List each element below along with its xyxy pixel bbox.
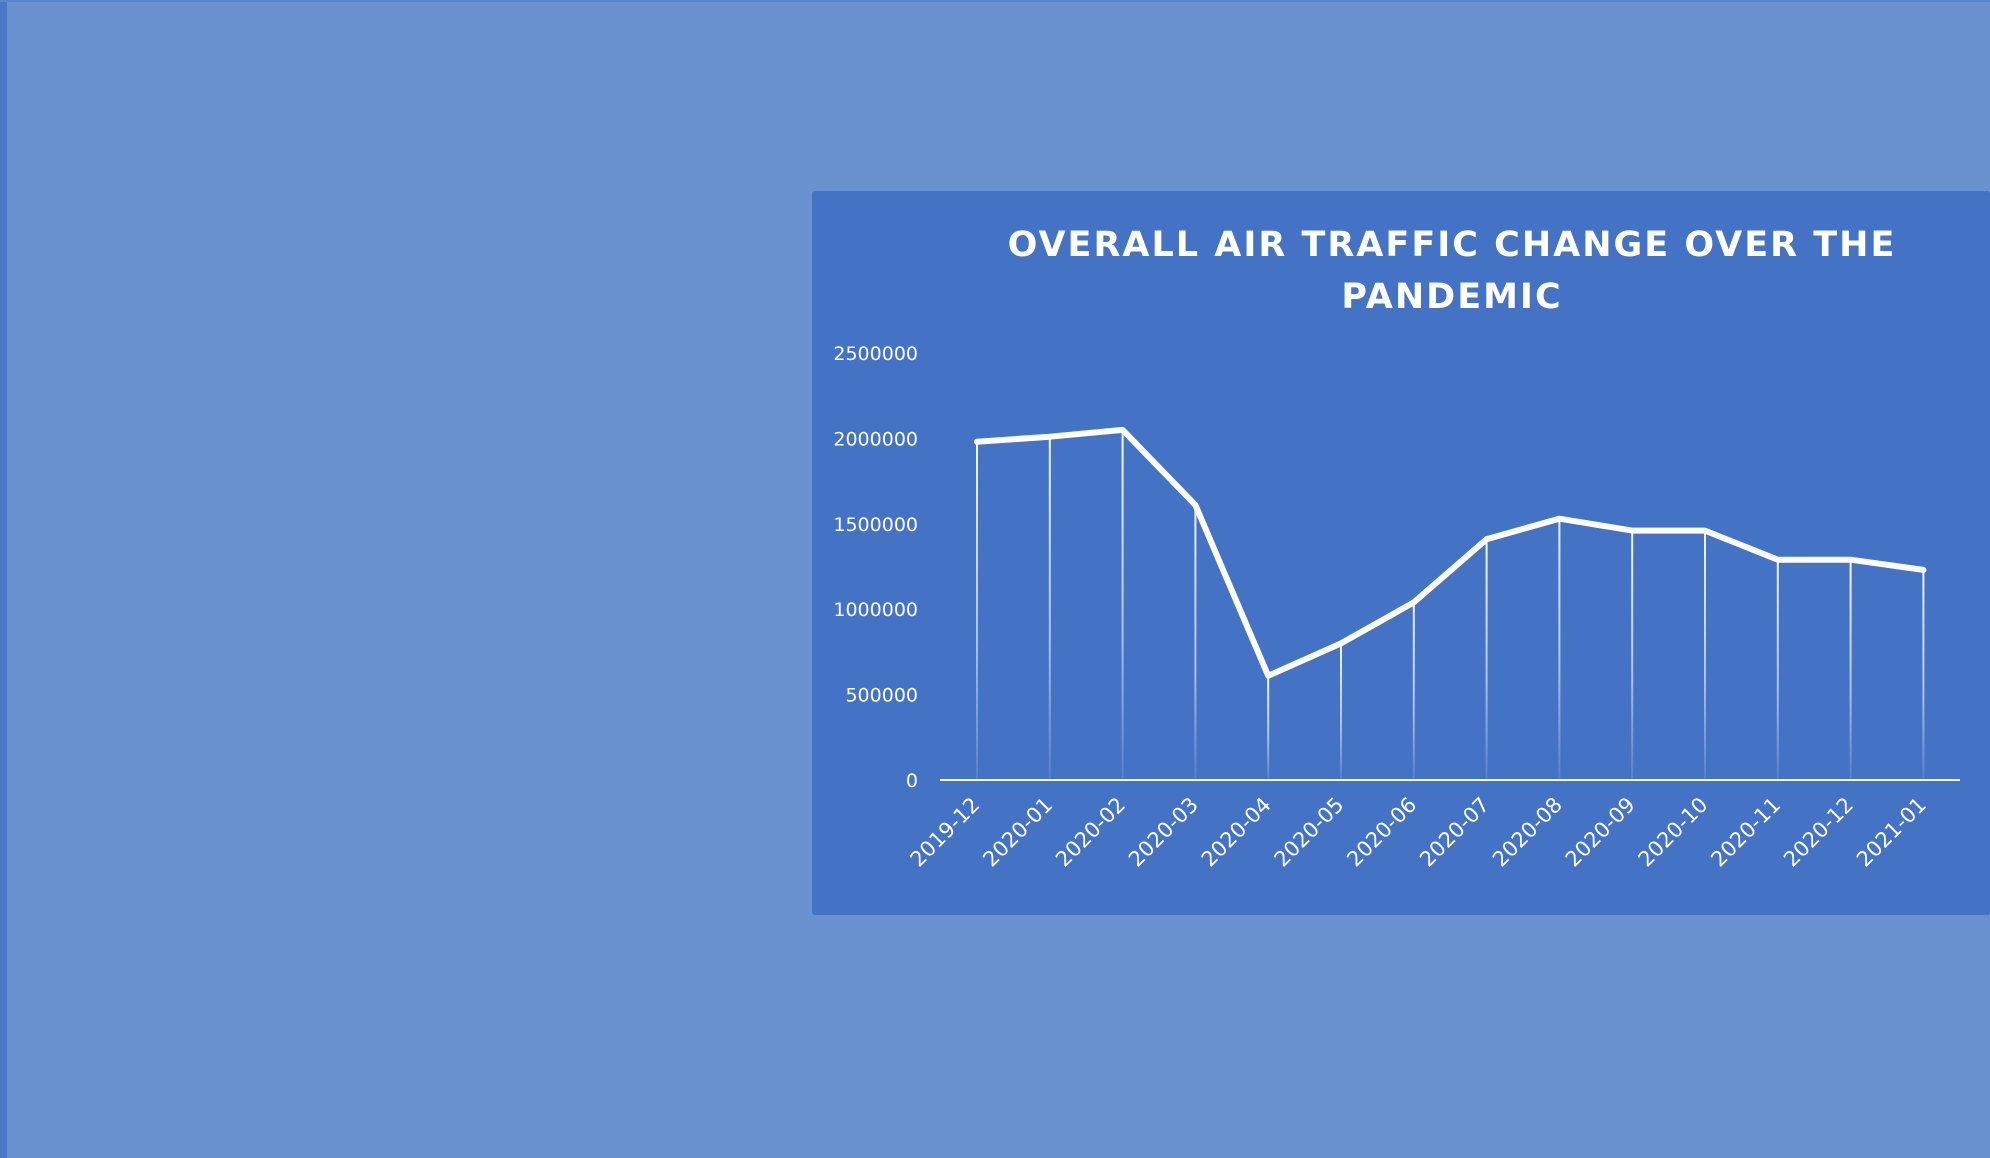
x-tick-label: 2020-11	[1706, 793, 1785, 872]
x-tick-label: 2020-02	[1051, 793, 1130, 872]
drop-line	[1704, 530, 1706, 780]
y-tick-label: 2000000	[833, 428, 918, 450]
drop-line	[1849, 559, 1852, 780]
y-tick-label: 0	[906, 770, 918, 792]
x-axis-tick-labels: 2019-122020-012020-022020-032020-042020-…	[906, 793, 1931, 872]
drop-line	[1194, 505, 1197, 780]
drop-line	[1631, 530, 1634, 780]
x-tick-label: 2020-03	[1124, 793, 1203, 872]
x-tick-label: 2020-04	[1197, 793, 1276, 872]
drop-line	[1558, 518, 1561, 780]
drop-line	[976, 441, 978, 780]
x-tick-label: 2020-08	[1488, 793, 1567, 872]
x-tick-label: 2020-10	[1634, 793, 1713, 872]
chart-title-line-1: OVERALL AIR TRAFFIC CHANGE OVER THE	[1008, 225, 1897, 265]
x-tick-label: 2020-05	[1270, 793, 1349, 872]
slide-left-edge	[0, 0, 7, 1158]
x-tick-label: 2019-12	[906, 793, 985, 872]
line-chart: OVERALL AIR TRAFFIC CHANGE OVER THE PAND…	[833, 225, 1960, 872]
x-tick-label: 2020-09	[1561, 793, 1640, 872]
y-tick-label: 1500000	[833, 514, 918, 536]
slide-top-edge	[0, 0, 1990, 2]
y-tick-label: 500000	[845, 685, 918, 707]
x-tick-label: 2020-06	[1342, 793, 1421, 872]
drop-line	[1776, 559, 1779, 780]
y-tick-label: 1000000	[833, 599, 918, 621]
chart-panel[interactable]: OVERALL AIR TRAFFIC CHANGE OVER THE PAND…	[812, 191, 1990, 915]
chart-title-line-2: PANDEMIC	[1341, 277, 1562, 317]
series-line	[974, 426, 1927, 679]
drop-line	[1922, 569, 1925, 780]
drop-line	[1121, 429, 1124, 780]
drop-line	[1267, 675, 1270, 780]
x-tick-label: 2020-12	[1779, 793, 1858, 872]
x-tick-label: 2020-01	[978, 793, 1057, 872]
drop-line	[1485, 539, 1488, 780]
y-tick-label: 2500000	[833, 343, 918, 365]
drop-line	[1412, 602, 1415, 780]
drop-lines	[976, 429, 1925, 780]
x-tick-label: 2021-01	[1852, 793, 1931, 872]
drop-line	[1048, 436, 1051, 780]
y-axis-tick-labels: 0 500000 1000000 1500000 2000000 2500000	[833, 343, 918, 792]
x-tick-label: 2020-07	[1415, 793, 1494, 872]
drop-line	[1340, 643, 1342, 780]
